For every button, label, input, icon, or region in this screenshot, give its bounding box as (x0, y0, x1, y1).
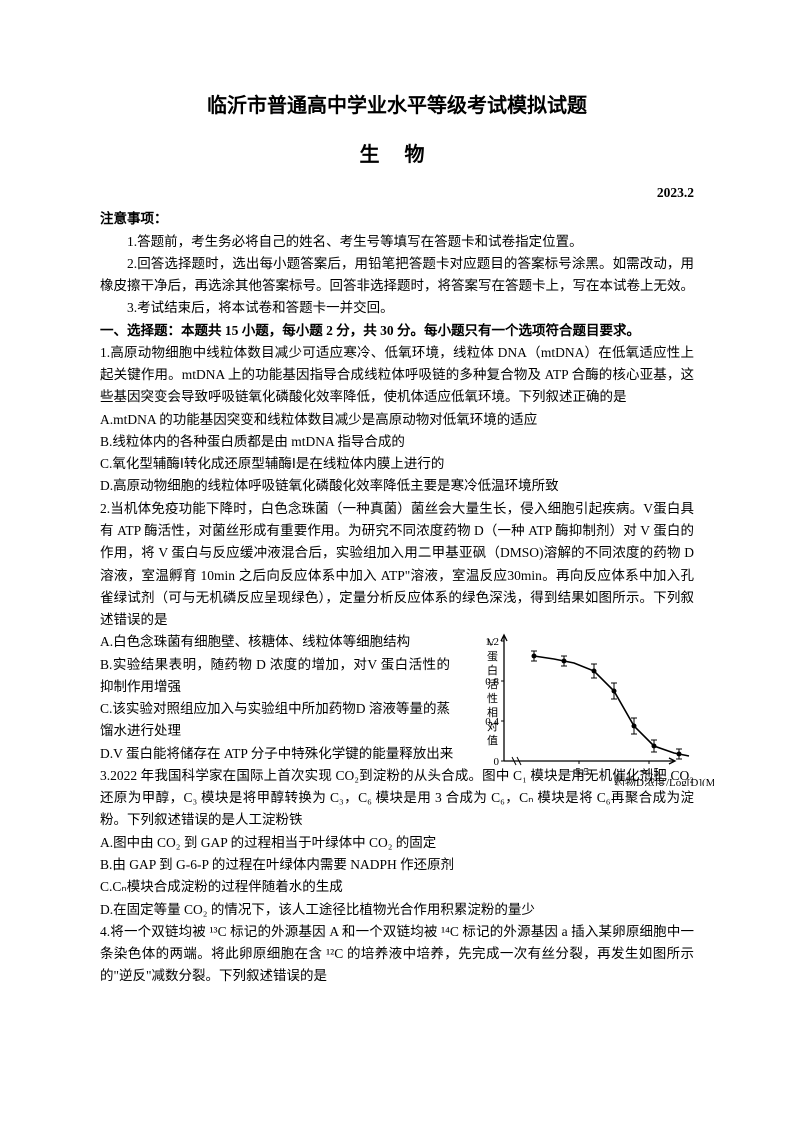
q3-opt-a: A.图中由 CO₂ 到 GAP 的过程相当于叶绿体中 CO₂ 的固定 (100, 832, 694, 854)
page-title: 临沂市普通高中学业水平等级考试模拟试题 (100, 90, 694, 123)
q1-opt-b: B.线粒体内的各种蛋白质都是由 mtDNA 指导合成的 (100, 431, 694, 453)
notice-p3: 3.考试结束后，将本试卷和答题卡一并交回。 (100, 297, 694, 319)
q1-opt-c: C.氧化型辅酶Ⅰ转化成还原型辅酶Ⅰ是在线粒体内膜上进行的 (100, 453, 694, 475)
svg-text:0: 0 (494, 756, 500, 768)
q2-opt-a: A.白色念珠菌有细胞壁、核糖体、线粒体等细胞结构 (100, 631, 450, 653)
q2-chart: V蛋白活性相对值00.40.81.2−5.5−4.5药物D浓度/Log[D](M… (479, 631, 714, 786)
svg-text:值: 值 (487, 734, 498, 747)
notice-head: 注意事项： (100, 208, 694, 230)
svg-text:药物D浓度/Log[D](M): 药物D浓度/Log[D](M) (614, 775, 714, 786)
q2-opt-c: C.该实验对照组应加入与实验组中所加药物D 溶液等量的蒸馏水进行处理 (100, 698, 450, 743)
date-label: 2023.2 (100, 182, 694, 204)
svg-text:0.4: 0.4 (485, 716, 499, 728)
q4-stem: 4.将一个双链均被 ¹³C 标记的外源基因 A 和一个双链均被 ¹⁴C 标记的外… (100, 921, 694, 988)
q1-opt-d: D.高原动物细胞的线粒体呼吸链氧化磷酸化效率降低主要是寒冷低温环境所致 (100, 475, 694, 497)
svg-text:1.2: 1.2 (485, 636, 499, 648)
notice-p2: 2.回答选择题时，选出每小题答案后，用铅笔把答题卡对应题目的答案标号涂黑。如需改… (100, 253, 694, 298)
svg-text:白: 白 (487, 663, 498, 677)
q1-opt-a: A.mtDNA 的功能基因突变和线粒体数目减少是高原动物对低氧环境的适应 (100, 409, 694, 431)
section1-head: 一、选择题：本题共 15 小题，每小题 2 分，共 30 分。每小题只有一个选项… (100, 320, 694, 342)
q2-stem: 2.当机体免疫功能下降时，白色念珠菌（一种真菌）菌丝会大量生长，侵入细胞引起疾病… (100, 498, 694, 632)
q3-opt-d: D.在固定等量 CO₂ 的情况下，该人工途径比植物光合作用积累淀粉的量少 (100, 899, 694, 921)
svg-text:0.8: 0.8 (485, 676, 499, 688)
page-subtitle: 生 物 (100, 139, 694, 172)
q2-opt-b: B.实验结果表明，随药物 D 浓度的增加，对V 蛋白活性的抑制作用增强 (100, 654, 450, 699)
notice-p1: 1.答题前，考生务必将自己的姓名、考生号等填写在答题卡和试卷指定位置。 (100, 231, 694, 253)
svg-text:−5.5: −5.5 (569, 766, 589, 778)
svg-text:性: 性 (487, 691, 498, 705)
q1-stem: 1.高原动物细胞中线粒体数目减少可适应寒冷、低氧环境，线粒体 DNA（mtDNA… (100, 342, 694, 409)
svg-text:蛋: 蛋 (487, 650, 498, 663)
q3-opt-c: C.Cₙ模块合成淀粉的过程伴随着水的生成 (100, 876, 694, 898)
q3-opt-b: B.由 GAP 到 G-6-P 的过程在叶绿体内需要 NADPH 作还原剂 (100, 854, 694, 876)
